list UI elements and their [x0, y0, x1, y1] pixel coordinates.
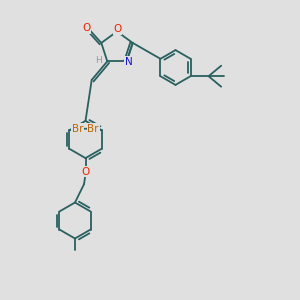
Text: O: O [113, 24, 122, 34]
Text: Br: Br [87, 124, 99, 134]
Text: H: H [95, 56, 102, 64]
Text: O: O [82, 23, 90, 33]
Text: Br: Br [72, 124, 84, 134]
Text: N: N [125, 57, 133, 67]
Text: O: O [81, 167, 90, 177]
